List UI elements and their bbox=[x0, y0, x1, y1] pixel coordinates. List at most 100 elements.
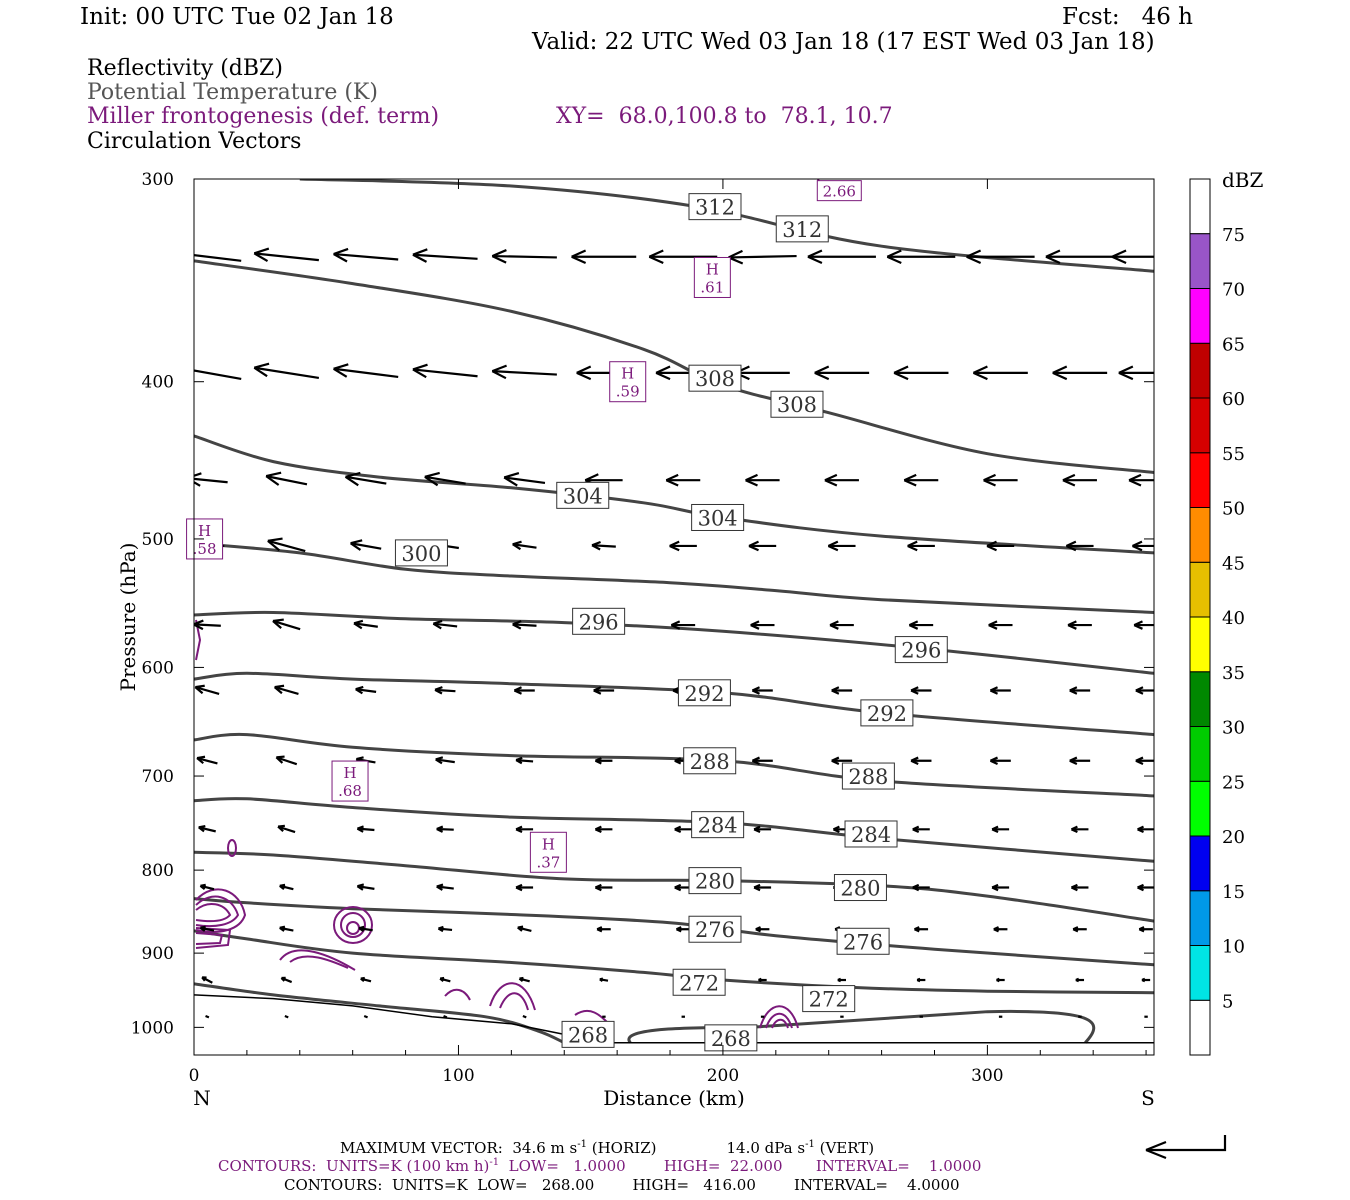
circulation-vector bbox=[437, 925, 453, 933]
colorbar-segment bbox=[1189, 233, 1211, 289]
x-tick-label: 200 bbox=[707, 1066, 739, 1086]
colorbar-level-label: 35 bbox=[1222, 663, 1245, 684]
colorbar-level-label: 30 bbox=[1222, 718, 1245, 739]
colorbar-segment bbox=[1189, 397, 1211, 454]
contour-label-text: 304 bbox=[563, 484, 603, 508]
circulation-vector bbox=[910, 756, 932, 765]
x-axis-start-label: N bbox=[193, 1086, 211, 1110]
circulation-vector bbox=[443, 1015, 448, 1019]
circulation-vector bbox=[279, 925, 294, 932]
circulation-vector bbox=[594, 757, 613, 765]
maximum-value: .37 bbox=[536, 853, 560, 871]
circulation-vector bbox=[201, 976, 213, 984]
circulation-vector bbox=[1138, 926, 1153, 933]
circulation-vector bbox=[358, 925, 373, 932]
frontogenesis-maxima-layer: H.61H.59H.58H.68H.372.66 bbox=[186, 180, 862, 873]
y-tick-label: 700 bbox=[142, 767, 174, 787]
contour-label-text: 308 bbox=[777, 393, 817, 417]
circulation-vector bbox=[253, 247, 319, 263]
contour-label-text: 272 bbox=[679, 971, 719, 995]
circulation-vector bbox=[1070, 825, 1089, 834]
contour-label: 276 bbox=[836, 927, 890, 955]
colorbar-segment bbox=[1189, 616, 1211, 673]
colorbar-level-label: 50 bbox=[1222, 499, 1245, 520]
circulation-vector bbox=[356, 825, 375, 833]
circulation-vector bbox=[491, 249, 557, 264]
circulation-vector bbox=[993, 926, 1008, 933]
circulation-vector bbox=[591, 540, 616, 551]
fronto-contour bbox=[227, 839, 237, 857]
y-tick-label: 900 bbox=[142, 944, 174, 964]
circulation-vector bbox=[755, 926, 770, 933]
x-axis-end-label: S bbox=[1141, 1086, 1155, 1110]
circulation-vector bbox=[886, 249, 956, 265]
circulation-vector bbox=[1137, 883, 1154, 892]
contour-label: 308 bbox=[688, 364, 742, 392]
circulation-vector bbox=[989, 686, 1011, 695]
max-vector-horiz: MAXIMUM VECTOR: 34.6 m s bbox=[340, 1139, 578, 1157]
circulation-vector bbox=[972, 365, 1028, 381]
circulation-vector bbox=[1141, 977, 1151, 983]
circulation-vector bbox=[196, 755, 218, 765]
init-time: Init: 00 UTC Tue 02 Jan 18 bbox=[80, 4, 394, 30]
y-tick-label: 600 bbox=[142, 658, 174, 678]
circulation-vector bbox=[412, 363, 478, 379]
terrain-layer bbox=[194, 994, 1154, 1044]
x-axis-title: Distance (km) bbox=[603, 1086, 745, 1110]
colorbar-level-label: 10 bbox=[1222, 937, 1245, 958]
fronto-contour bbox=[289, 955, 349, 969]
circulation-vector bbox=[1135, 686, 1154, 695]
reference-vector-shaft bbox=[1146, 1135, 1227, 1152]
circulation-vector bbox=[966, 249, 1035, 265]
colorbar-segment bbox=[1189, 561, 1211, 618]
circulation-vector bbox=[893, 365, 949, 381]
contour-label-text: 296 bbox=[579, 610, 619, 634]
circulation-vector bbox=[503, 472, 546, 487]
circulation-vector bbox=[434, 686, 456, 695]
footer-max-vector: MAXIMUM VECTOR: 34.6 m s-1 (HORIZ) 14.0 d… bbox=[340, 1139, 874, 1157]
circulation-vector bbox=[353, 619, 378, 630]
fronto-contour bbox=[195, 927, 232, 949]
circulation-vector bbox=[758, 977, 767, 983]
circulation-vector bbox=[571, 249, 637, 265]
contour-label: 276 bbox=[688, 915, 742, 943]
circulation-vector bbox=[594, 883, 613, 892]
maximum-value: 2.66 bbox=[823, 183, 856, 201]
circulation-vector bbox=[360, 976, 372, 983]
circulation-vector bbox=[273, 684, 299, 695]
colorbar-level-label: 70 bbox=[1222, 280, 1245, 301]
circulation-vector bbox=[1132, 540, 1154, 552]
maximum-marker: H bbox=[542, 835, 555, 853]
colorbar-level-label: 75 bbox=[1222, 225, 1245, 246]
circulation-vector bbox=[903, 473, 939, 487]
isentrope-300 bbox=[194, 541, 1154, 614]
frontogenesis-maximum: H.59 bbox=[609, 361, 647, 403]
circulation-vector bbox=[275, 755, 298, 766]
circulation-vector bbox=[750, 620, 775, 630]
fronto-contour bbox=[444, 988, 471, 1001]
circulation-vector bbox=[333, 363, 399, 379]
circulation-vector bbox=[670, 620, 696, 630]
contour-label: 296 bbox=[894, 636, 948, 664]
circulation-vector bbox=[515, 825, 534, 834]
contour-label: 304 bbox=[691, 503, 745, 531]
circulation-vector bbox=[522, 1015, 527, 1019]
colorbar-level-label: 25 bbox=[1222, 772, 1245, 793]
colorbar-level-label: 55 bbox=[1222, 444, 1245, 465]
circulation-vector bbox=[599, 977, 609, 983]
circulation-vector bbox=[515, 756, 534, 765]
maximum-value: .61 bbox=[700, 278, 724, 296]
circulation-vector bbox=[837, 977, 847, 983]
x-tick-label: 300 bbox=[971, 1066, 1003, 1086]
reference-vector-head bbox=[1145, 1140, 1167, 1160]
maximum-value: .59 bbox=[616, 383, 640, 401]
circulation-vector bbox=[676, 926, 691, 933]
circulation-vector bbox=[827, 540, 856, 552]
circulation-vector bbox=[253, 362, 320, 380]
circulation-vector bbox=[205, 1015, 210, 1019]
colorbar-segment bbox=[1189, 671, 1211, 727]
fronto-contour bbox=[765, 1012, 793, 1029]
circulation-vector bbox=[491, 364, 557, 380]
x-tick-label: 0 bbox=[189, 1066, 200, 1086]
